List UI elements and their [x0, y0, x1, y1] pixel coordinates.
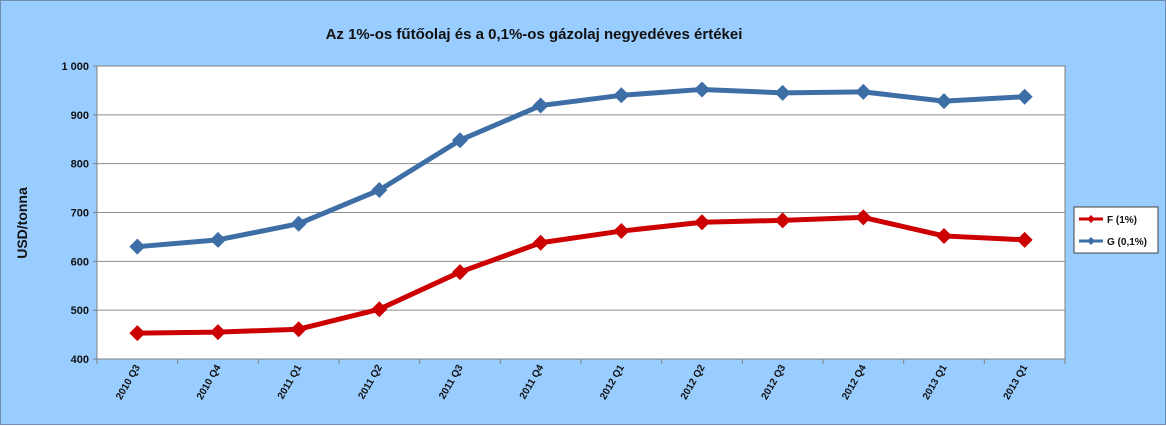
x-tick-label: 2012 Q2 — [679, 363, 708, 402]
x-tick-label: 2011 Q3 — [437, 363, 466, 402]
legend-label: F (1%) — [1107, 215, 1137, 226]
data-point — [290, 215, 307, 232]
y-tick-label: 700 — [71, 208, 89, 220]
y-tick-label: 800 — [71, 159, 89, 171]
data-point — [694, 214, 710, 231]
legend: F (1%) G (0,1%) — [1073, 206, 1159, 254]
data-point — [129, 238, 146, 255]
y-tick-label: 1 000 — [61, 61, 89, 73]
y-axis-ticks: 400 500 600 700 800 900 1 000 — [61, 61, 97, 366]
data-point — [290, 321, 307, 338]
y-axis-label: USD/tonna — [14, 187, 30, 259]
data-point — [774, 212, 791, 229]
y-tick-label: 400 — [71, 354, 89, 366]
data-point — [1016, 231, 1033, 248]
data-point — [452, 132, 468, 149]
legend-marker — [1087, 215, 1095, 223]
data-point — [210, 324, 226, 341]
y-tick-label: 600 — [71, 256, 89, 268]
x-tick-label: 2013 Q1 — [921, 363, 950, 402]
x-tick-label: 2013 Q1 — [1002, 363, 1031, 402]
data-point — [532, 97, 549, 114]
data-point — [774, 84, 791, 101]
data-point — [855, 83, 872, 100]
y-tick-label: 500 — [71, 305, 89, 317]
x-tick-label: 2010 Q3 — [114, 363, 143, 402]
data-point — [210, 231, 226, 248]
series-lines — [129, 81, 1033, 342]
data-point — [1016, 88, 1033, 105]
series-line — [137, 86, 1025, 250]
x-tick-label: 2011 Q4 — [518, 363, 547, 402]
series-line — [137, 214, 1025, 336]
gridlines — [97, 114, 1065, 311]
x-tick-label: 2010 Q4 — [195, 363, 224, 402]
x-tick-label: 2012 Q4 — [840, 363, 869, 402]
data-point — [694, 81, 710, 98]
data-point — [936, 93, 952, 110]
data-point — [452, 264, 468, 281]
data-point — [613, 223, 630, 240]
x-axis-ticks: 2010 Q3 2010 Q4 2011 Q1 2011 Q2 2011 Q3 2011 … — [96, 359, 1066, 402]
legend-box — [1073, 206, 1159, 254]
data-point — [371, 182, 388, 199]
data-point — [855, 209, 872, 226]
data-point — [129, 325, 146, 342]
legend-label: G (0,1%) — [1107, 237, 1147, 248]
data-point — [371, 301, 388, 318]
legend-marker — [1087, 237, 1095, 245]
x-tick-label: 2012 Q3 — [760, 363, 789, 402]
x-tick-label: 2011 Q1 — [276, 363, 305, 402]
data-point — [613, 87, 630, 104]
y-tick-label: 900 — [71, 110, 89, 122]
data-point — [532, 234, 549, 251]
x-tick-label: 2011 Q2 — [356, 363, 385, 402]
x-tick-label: 2012 Q1 — [598, 363, 627, 402]
data-point — [936, 227, 952, 244]
chart-title: Az 1%-os fűtőolaj és a 0,1%-os gázolaj n… — [326, 26, 743, 43]
